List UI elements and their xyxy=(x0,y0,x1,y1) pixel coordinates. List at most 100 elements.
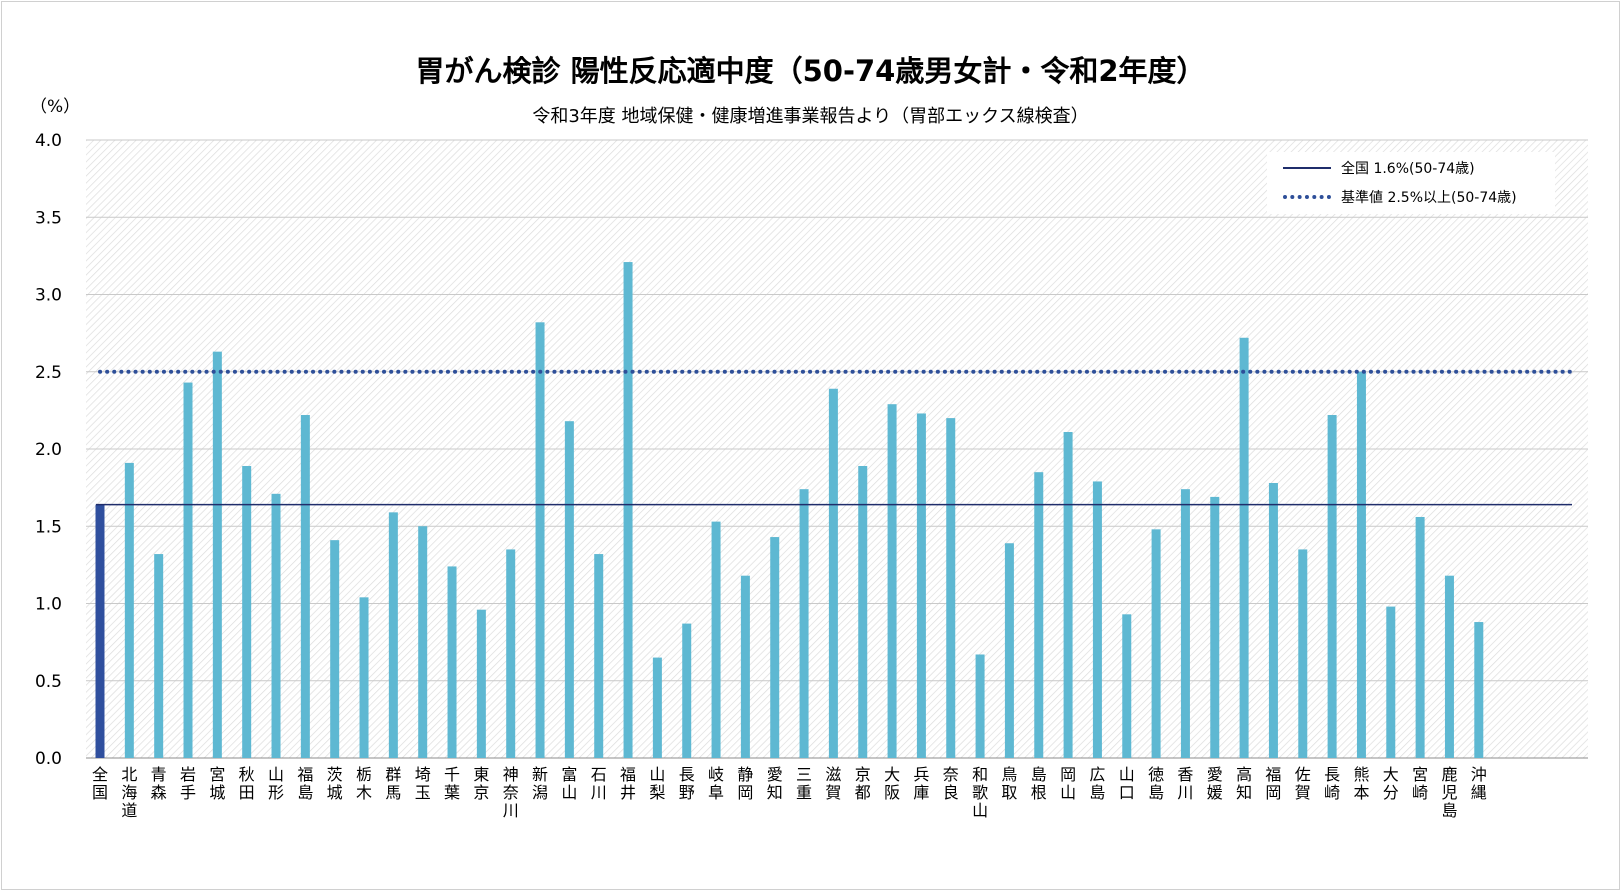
x-tick-label: 山形 xyxy=(268,765,284,802)
y-tick-label: 0.0 xyxy=(35,749,62,769)
bar xyxy=(652,657,662,758)
bar xyxy=(887,404,897,758)
legend-item-standard: 基準値 2.5%以上(50-74歳) xyxy=(1283,187,1517,207)
bar xyxy=(975,654,985,758)
bar xyxy=(740,575,750,758)
legend-item-national: 全国 1.6%(50-74歳) xyxy=(1283,158,1475,178)
x-tick-label: 鳥取 xyxy=(1001,765,1017,802)
x-tick-label: 石川 xyxy=(591,765,607,802)
x-tick-label: 高知 xyxy=(1236,765,1252,802)
bar xyxy=(154,554,164,758)
x-tick-label: 山口 xyxy=(1119,765,1135,802)
bar xyxy=(946,418,956,758)
x-tick-label: 熊本 xyxy=(1353,765,1369,802)
bar xyxy=(1210,496,1220,758)
x-tick-label: 広島 xyxy=(1089,765,1105,802)
x-tick-label: 愛媛 xyxy=(1207,765,1223,802)
x-tick-label: 長野 xyxy=(679,765,695,802)
bar xyxy=(1122,614,1132,758)
x-tick-label: 山梨 xyxy=(649,765,665,802)
x-tick-label: 岩手 xyxy=(180,765,196,802)
bar xyxy=(1356,371,1366,758)
dotted-line-swatch xyxy=(1283,195,1331,199)
bar xyxy=(828,388,838,758)
bar xyxy=(1386,606,1396,758)
legend-label-standard: 基準値 2.5%以上(50-74歳) xyxy=(1341,190,1517,206)
bar xyxy=(623,262,633,758)
bar xyxy=(1474,622,1484,758)
x-tick-label: 神奈川 xyxy=(503,765,519,820)
bar xyxy=(1063,432,1073,758)
x-tick-label: 福井 xyxy=(620,765,636,802)
legend: 全国 1.6%(50-74歳) 基準値 2.5%以上(50-74歳) xyxy=(1267,152,1555,214)
x-tick-label: 兵庫 xyxy=(913,765,929,802)
x-tick-label: 奈良 xyxy=(943,765,959,802)
bar xyxy=(1034,472,1044,758)
bar xyxy=(711,521,721,758)
x-tick-label: 栃木 xyxy=(356,765,372,802)
chart-title: 胃がん検診 陽性反応適中度（50-74歳男女計・令和2年度） xyxy=(415,54,1206,88)
bar xyxy=(506,549,516,758)
x-tick-label: 和歌山 xyxy=(972,765,988,820)
bar xyxy=(1298,549,1308,758)
y-tick-label: 3.0 xyxy=(35,286,62,306)
x-tick-label: 全国 xyxy=(92,765,108,802)
y-tick-label: 2.0 xyxy=(35,440,62,460)
bar xyxy=(212,351,222,758)
x-tick-label: 滋賀 xyxy=(825,765,841,802)
x-tick-label: 長崎 xyxy=(1324,765,1340,802)
x-tick-label: 埼玉 xyxy=(415,765,431,802)
bar xyxy=(447,566,457,758)
bar xyxy=(858,465,868,758)
x-tick-label: 大阪 xyxy=(884,765,900,802)
bar xyxy=(1268,482,1278,758)
bar xyxy=(95,504,105,758)
x-tick-label: 宮崎 xyxy=(1412,765,1428,802)
y-tick-label: 1.0 xyxy=(35,595,62,615)
x-tick-label: 福岡 xyxy=(1265,765,1281,802)
x-tick-label: 秋田 xyxy=(239,765,255,802)
x-tick-label: 静岡 xyxy=(737,765,753,802)
bar xyxy=(535,322,545,758)
x-tick-label: 沖縄 xyxy=(1471,765,1487,802)
legend-label-national: 全国 1.6%(50-74歳) xyxy=(1341,161,1475,177)
bar xyxy=(594,554,604,758)
x-tick-label: 福島 xyxy=(297,765,313,802)
bar xyxy=(476,609,486,758)
bar xyxy=(682,623,692,758)
bar xyxy=(916,413,926,758)
y-tick-label: 0.5 xyxy=(35,672,62,692)
bar xyxy=(1415,516,1425,758)
bar xyxy=(418,526,428,758)
x-tick-label: 岐阜 xyxy=(708,765,724,802)
bar xyxy=(770,537,780,758)
bar xyxy=(359,597,369,758)
bar xyxy=(124,462,134,758)
x-tick-label: 茨城 xyxy=(327,765,343,802)
bar xyxy=(564,421,574,758)
x-tick-label: 京都 xyxy=(855,765,871,802)
x-tick-label: 東京 xyxy=(473,765,489,802)
y-tick-label: 1.5 xyxy=(35,517,62,537)
x-tick-label: 徳島 xyxy=(1148,765,1164,802)
x-tick-label: 愛知 xyxy=(767,765,783,802)
chart-subtitle: 令和3年度 地域保健・健康増進事業報告より（胃部エックス線検査） xyxy=(532,106,1089,127)
bar xyxy=(388,512,398,758)
x-tick-label: 千葉 xyxy=(444,765,460,802)
x-tick-label: 三重 xyxy=(796,765,812,802)
x-tick-label: 大分 xyxy=(1383,765,1399,802)
bar xyxy=(799,489,809,758)
bar xyxy=(1327,415,1337,758)
x-tick-label: 香川 xyxy=(1177,765,1193,802)
x-tick-label: 北海道 xyxy=(121,765,137,820)
x-tick-label: 鹿児島 xyxy=(1441,765,1457,820)
bar xyxy=(1239,337,1249,758)
x-tick-label: 島根 xyxy=(1031,765,1047,802)
y-tick-label: 2.5 xyxy=(35,363,62,383)
y-tick-label: 3.5 xyxy=(35,208,62,228)
bar xyxy=(271,493,281,758)
y-axis-unit: （%） xyxy=(30,97,81,117)
bar xyxy=(1004,543,1014,758)
bar xyxy=(242,465,252,758)
